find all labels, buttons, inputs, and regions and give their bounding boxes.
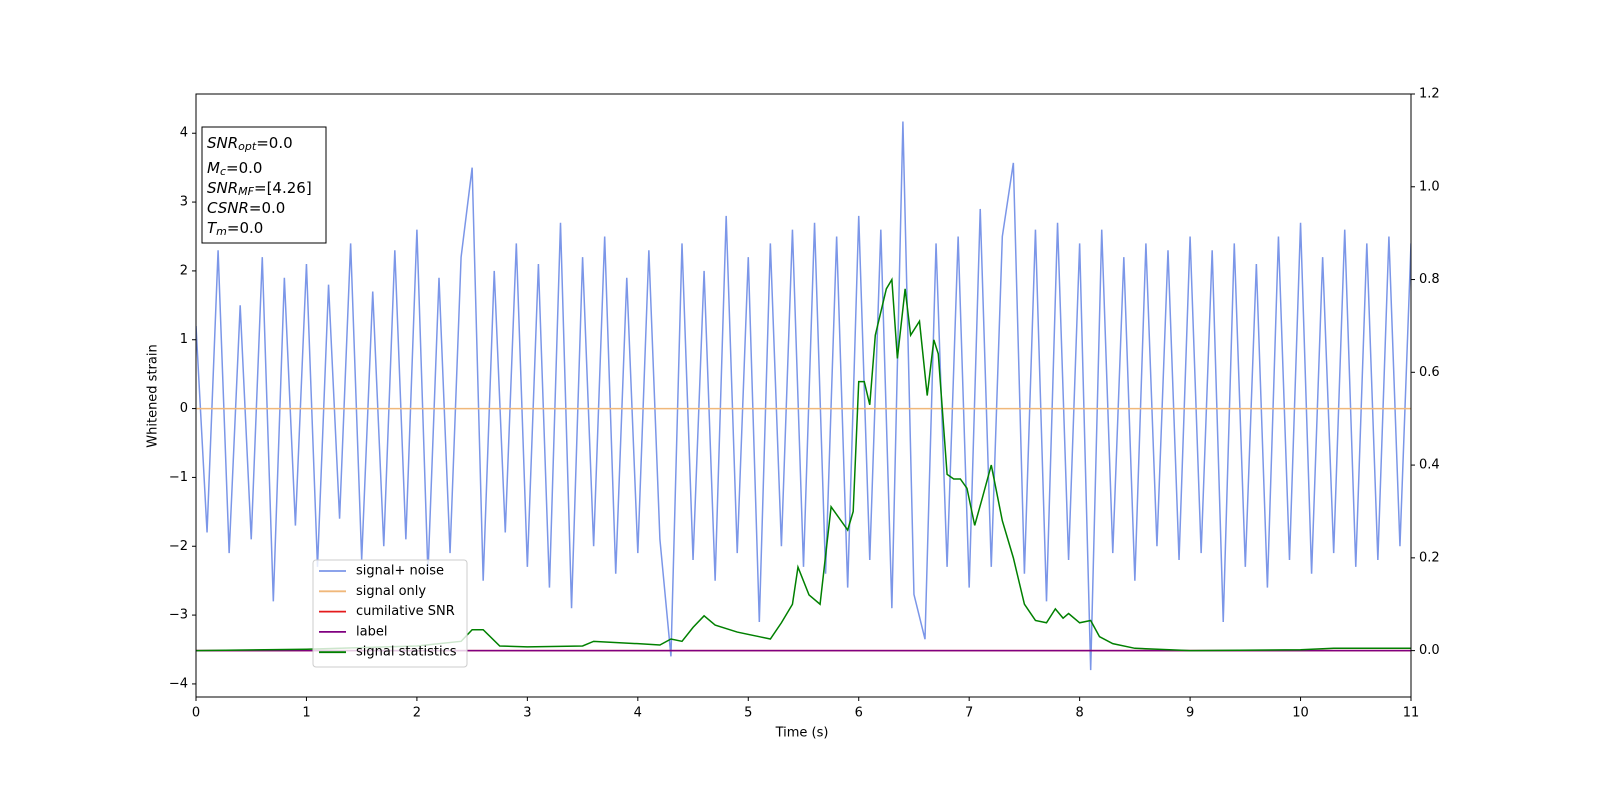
y-tick-label: −3 [169,608,188,623]
annotation-rest: =[4.26] [254,179,312,197]
y-tick-label: 4 [180,126,188,141]
annotation-main: SNR [207,134,238,152]
x-tick-label: 9 [1186,706,1194,721]
x-tick-label: 1 [302,706,310,721]
annotation-main: M [207,159,220,177]
y2-tick-label: 0.0 [1419,643,1440,658]
annotation: Mc=0.0 [207,159,262,179]
annotation-sub: m [216,225,227,238]
series-line [196,121,1411,671]
annotation-sub: opt [238,140,257,153]
annotation: SNRopt=0.0 [207,134,293,154]
annotation-main: T [207,219,218,237]
x-tick-label: 6 [855,706,863,721]
legend-box [312,559,468,668]
annotation-sub: MF [238,185,254,198]
y-tick-label: −4 [169,676,188,691]
annotation: Tm=0.0 [207,219,263,239]
x-tick-label: 2 [413,706,421,721]
annotation: CSNR=0.0 [207,199,285,217]
y-axis-label: Whitened strain [146,344,161,447]
legend-label: label [356,624,387,639]
legend-label: signal+ noise [356,564,444,579]
y-tick-label: 3 [180,195,188,210]
x-tick-label: 11 [1403,706,1420,721]
legend-label: signal only [356,584,426,599]
x-axis-label: Time (s) [775,726,829,741]
y-tick-label: 0 [180,401,188,416]
plot-frame [195,93,1412,698]
annotation-rest: =0.0 [227,219,263,237]
series-line [196,277,1411,652]
y2-tick-label: 0.4 [1419,458,1440,473]
annotation-rest: =0.0 [249,199,285,217]
y2-tick-label: 0.2 [1419,550,1440,565]
annotation-rest: =0.0 [256,134,292,152]
x-tick-label: 8 [1075,706,1083,721]
y2-tick-label: 1.2 [1419,87,1440,102]
x-tick-label: 5 [744,706,752,721]
x-tick-label: 0 [192,706,200,721]
y2-tick-label: 0.8 [1419,272,1440,287]
annotation-sub: c [220,165,226,178]
legend-label: cumilative SNR [356,604,455,619]
annotation-main: CSNR [207,199,249,217]
y-tick-label: 2 [180,263,188,278]
y-tick-label: −1 [169,470,188,485]
x-tick-label: 10 [1292,706,1309,721]
y2-tick-label: 0.6 [1419,365,1440,380]
y-tick-label: −2 [169,539,188,554]
x-tick-label: 3 [523,706,531,721]
x-tick-label: 4 [634,706,642,721]
annotation-box [201,126,327,244]
annotation-rest: =0.0 [226,159,262,177]
annotation: SNRMF=[4.26] [207,179,312,199]
legend-label: signal statistics [356,645,457,660]
annotation-main: SNR [207,179,238,197]
x-tick-label: 7 [965,706,973,721]
y2-tick-label: 1.0 [1419,179,1440,194]
y-tick-label: 1 [180,332,188,347]
